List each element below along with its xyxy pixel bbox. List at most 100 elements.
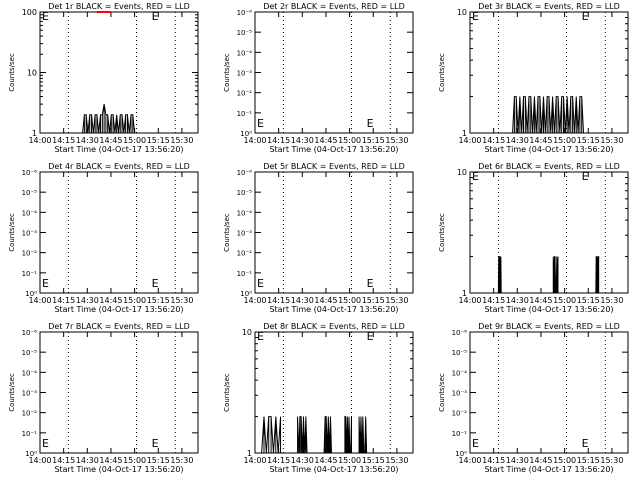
panel-1-x-tick-label-4: 14:45 [99,136,122,145]
panel-5-x-tick-label-5: 15:00 [338,296,361,305]
panel-8-marker-1: E [257,330,264,343]
panel-9-x-label: Start Time (04-Oct-17 13:56:20) [484,465,613,474]
panel-1-x-tick-label-7: 15:30 [170,136,193,145]
panel-6-x-tick-label-7: 15:30 [600,296,623,305]
panel-9-y-tick-label-1: 10⁰ [455,450,467,458]
panel-1-y-tick-label-3: 100 [22,8,37,17]
panel-1-x-tick-label-5: 15:00 [123,136,146,145]
panel-1-x-tick-label-2: 14:15 [52,136,75,145]
panel-4-x-tick-label-7: 15:30 [170,296,193,305]
panel-6-frame [469,171,629,294]
panel-8-x-tick-label-2: 14:15 [267,456,290,465]
panel-9-x-tick-label-5: 15:00 [553,456,576,465]
panel-8-title: Det 8r BLACK = Events, RED = LLD [263,322,405,331]
panel-6-marker-2: E [582,170,589,183]
panel-2-x-tick-label-4: 14:45 [314,136,337,145]
panel-3-x-tick-label-5: 15:00 [553,136,576,145]
panel-9-title: Det 9r BLACK = Events, RED = LLD [478,322,620,331]
panel-1-title: Det 1r BLACK = Events, RED = LLD [48,2,190,11]
panel-9-y-tick-label-3: 10⁻² [452,410,468,418]
panel-6-x-label: Start Time (04-Oct-17 13:56:20) [484,305,613,314]
panel-6-x-tick-label-3: 14:30 [506,296,529,305]
panel-6-series-1-burst-1 [497,256,502,294]
panel-3-x-tick-label-1: 14:00 [458,136,481,145]
panel-7-y-tick-label-3: 10⁻² [22,410,38,418]
panel-7-marker-2: E [152,437,159,450]
panel-1-x-tick-label-3: 14:30 [76,136,99,145]
panel-8-x-tick-label-3: 14:30 [291,456,314,465]
panel-8-series-1-burst-4 [344,416,353,454]
panel-4-y-tick-label-3: 10⁻² [22,250,38,258]
panel-4-x-tick-label-6: 15:15 [147,296,170,305]
panel-4-x-tick-label-5: 15:00 [123,296,146,305]
panel-7-x-tick-label-2: 14:15 [52,456,75,465]
panel-3-title: Det 3r BLACK = Events, RED = LLD [478,2,620,11]
panel-8-x-tick-label-7: 15:30 [385,456,408,465]
panel-4-marker-1: E [42,277,49,290]
panel-7-frame [39,331,199,454]
panel-5-x-tick-label-3: 14:30 [291,296,314,305]
panel-2-x-tick-label-5: 15:00 [338,136,361,145]
panel-2-x-tick-label-7: 15:30 [385,136,408,145]
panel-8-x-tick-label-4: 14:45 [314,456,337,465]
panel-3-series-1 [512,96,585,134]
panel-3-x-tick-label-3: 14:30 [506,136,529,145]
panel-2-marker-1: E [257,117,264,130]
panel-4-frame [39,171,199,294]
panel-6-title: Det 6r BLACK = Events, RED = LLD [478,162,620,171]
panel-8-x-tick-label-5: 15:00 [338,456,361,465]
panel-2-frame [254,11,414,134]
panel-1-x-tick-label-6: 15:15 [147,136,170,145]
panel-9-y-tick-label-4: 10⁻³ [452,390,468,398]
panel-2-y-tick-label-6: 10⁻⁵ [237,29,253,37]
panel-2-x-tick-label-3: 14:30 [291,136,314,145]
panel-1-y-label: Counts/sec [8,53,16,92]
panel-9-frame [469,331,629,454]
panel-1-y-tick-label-2: 10 [27,69,37,78]
panel-8-y-tick-label-2: 10 [242,328,252,337]
panel-5-x-tick-label-4: 14:45 [314,296,337,305]
panel-1-x-label: Start Time (04-Oct-17 13:56:20) [54,145,183,154]
panel-8-x-tick-label-6: 15:15 [362,456,385,465]
panel-9-x-tick-label-4: 14:45 [529,456,552,465]
panel-5-y-tick-label-4: 10⁻³ [237,230,253,238]
panel-9-marker-1: E [472,437,479,450]
panel-3-marker-2: E [582,10,589,23]
panel-5-marker-1: E [257,277,264,290]
panel-9-y-tick-label-5: 10⁻⁴ [452,369,468,377]
panel-6-y-label: Counts/sec [438,213,446,252]
panel-8-series-1-burst-2 [297,416,308,454]
panel-2-x-label: Start Time (04-Oct-17 13:56:20) [269,145,398,154]
panel-7-marker-1: E [42,437,49,450]
panel-2-y-tick-label-3: 10⁻² [237,90,253,98]
panel-9-x-tick-label-1: 14:00 [458,456,481,465]
panel-4-y-tick-label-5: 10⁻⁴ [22,209,38,217]
panel-9-marker-2: E [582,437,589,450]
panel-4-y-tick-label-6: 10⁻⁵ [22,189,38,197]
panel-5-title: Det 5r BLACK = Events, RED = LLD [263,162,405,171]
panel-3-marker-1: E [472,10,479,23]
panel-2-y-tick-label-5: 10⁻⁴ [237,49,253,57]
panel-7-x-tick-label-3: 14:30 [76,456,99,465]
panel-6-y-tick-label-1: 1 [462,289,467,298]
panel-1-frame [39,11,199,134]
panel-9-y-tick-label-6: 10⁻⁵ [452,349,468,357]
panel-3-x-tick-label-7: 15:30 [600,136,623,145]
panel-9-x-tick-label-2: 14:15 [482,456,505,465]
panel-4-x-label: Start Time (04-Oct-17 13:56:20) [54,305,183,314]
panel-5-y-label: Counts/sec [223,213,231,252]
panel-5-y-tick-label-5: 10⁻⁴ [237,209,253,217]
panel-3-x-tick-label-4: 14:45 [529,136,552,145]
panel-7-y-tick-label-4: 10⁻³ [22,390,38,398]
panel-5-y-tick-label-6: 10⁻⁵ [237,189,253,197]
panel-4-x-tick-label-3: 14:30 [76,296,99,305]
panel-9-y-label: Counts/sec [438,373,446,412]
panel-3-y-tick-label-1: 1 [462,129,467,138]
panel-7-x-tick-label-1: 14:00 [28,456,51,465]
panel-1-x-tick-label-1: 14:00 [28,136,51,145]
panel-8-frame [254,331,414,454]
panel-8-series-1-burst-5 [358,416,368,454]
panel-2-x-tick-label-1: 14:00 [243,136,266,145]
panel-8-series-1-burst-1 [261,416,282,454]
panel-5-x-tick-label-6: 15:15 [362,296,385,305]
